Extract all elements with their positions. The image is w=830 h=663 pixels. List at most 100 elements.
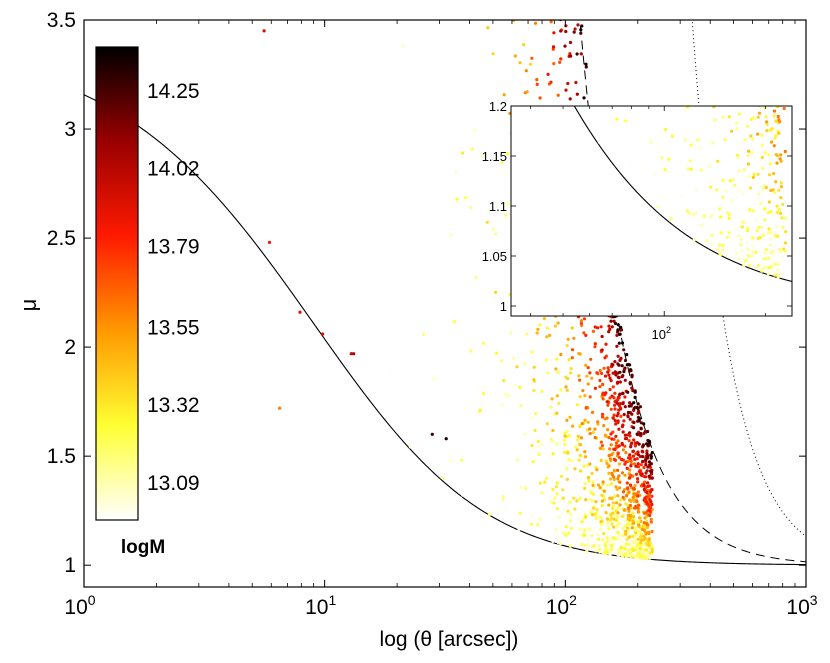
scatter-point xyxy=(489,466,493,471)
scatter-point xyxy=(614,509,618,513)
scatter-point xyxy=(596,533,600,537)
x-tick-label: 101 xyxy=(305,592,336,619)
scatter-point xyxy=(630,386,634,390)
scatter-point xyxy=(598,385,602,389)
scatter-point xyxy=(267,240,272,244)
scatter-point xyxy=(598,528,602,532)
scatter-point xyxy=(640,538,644,542)
scatter-point xyxy=(623,462,627,466)
inset-scatter-point xyxy=(680,92,683,95)
scatter-point xyxy=(607,330,611,334)
scatter-point xyxy=(535,82,539,86)
scatter-point xyxy=(500,359,504,363)
scatter-point xyxy=(632,401,636,405)
scatter-point xyxy=(646,481,650,485)
scatter-point xyxy=(568,512,573,516)
scatter-point xyxy=(615,344,619,348)
scatter-point xyxy=(536,523,540,527)
inset-scatter-point xyxy=(719,215,723,219)
scatter-point xyxy=(591,329,596,333)
scatter-point xyxy=(634,504,638,508)
scatter-point xyxy=(552,62,556,66)
scatter-point xyxy=(620,341,625,345)
scatter-point xyxy=(637,470,642,474)
scatter-point xyxy=(554,527,558,532)
scatter-point xyxy=(641,443,645,448)
scatter-point xyxy=(389,368,393,372)
scatter-point xyxy=(621,490,626,494)
scatter-point xyxy=(565,344,569,348)
scatter-point xyxy=(617,332,622,336)
scatter-point xyxy=(570,1,573,4)
scatter-point xyxy=(607,464,611,468)
scatter-point xyxy=(584,513,588,517)
scatter-point xyxy=(432,377,436,381)
inset-scatter-point xyxy=(699,215,703,219)
scatter-point xyxy=(611,385,615,389)
scatter-point xyxy=(650,494,654,498)
scatter-point xyxy=(645,548,649,552)
scatter-point xyxy=(551,428,555,433)
scatter-point xyxy=(621,495,625,499)
scatter-point xyxy=(558,60,562,64)
scatter-point xyxy=(596,483,601,487)
inset-scatter-point xyxy=(752,97,755,100)
scatter-point xyxy=(650,488,654,492)
inset-scatter-point xyxy=(751,244,755,248)
scatter-point xyxy=(363,347,368,351)
scatter-point xyxy=(552,31,556,35)
scatter-point xyxy=(601,447,605,451)
scatter-point xyxy=(615,487,619,491)
scatter-point xyxy=(565,388,569,392)
scatter-point xyxy=(455,197,459,201)
scatter-point xyxy=(588,427,592,431)
scatter-point xyxy=(650,502,654,506)
scatter-point xyxy=(648,509,652,513)
inset-scatter-point xyxy=(772,114,776,118)
inset-scatter-point xyxy=(710,233,714,237)
scatter-point xyxy=(495,351,499,355)
scatter-point xyxy=(641,524,645,529)
scatter-point xyxy=(631,515,636,519)
inset-scatter-point xyxy=(775,204,779,208)
scatter-point xyxy=(575,499,579,503)
scatter-point xyxy=(578,443,583,447)
scatter-point xyxy=(636,494,640,498)
inset-scatter-point xyxy=(669,217,674,221)
scatter-point xyxy=(595,468,599,472)
scatter-point xyxy=(629,551,633,556)
scatter-point xyxy=(645,522,649,526)
inset-scatter-point xyxy=(721,115,725,119)
scatter-point xyxy=(604,459,608,463)
scatter-point xyxy=(620,375,624,379)
scatter-point xyxy=(636,477,640,481)
inset-y-tick-label: 1.2 xyxy=(489,99,507,114)
scatter-point xyxy=(632,548,636,552)
inset-scatter-point xyxy=(754,218,759,222)
scatter-point xyxy=(584,515,588,519)
scatter-point xyxy=(649,470,654,474)
scatter-point xyxy=(606,428,610,432)
scatter-point xyxy=(629,459,633,463)
scatter-point xyxy=(629,499,633,503)
scatter-point xyxy=(635,457,639,461)
scatter-point xyxy=(460,151,465,155)
scatter-point xyxy=(644,541,648,546)
scatter-point xyxy=(600,334,604,339)
scatter-point xyxy=(537,445,541,449)
scatter-point xyxy=(644,463,648,467)
scatter-point xyxy=(588,432,592,436)
scatter-point xyxy=(627,542,631,547)
inset-scatter-point xyxy=(769,230,773,234)
scatter-point xyxy=(650,547,654,551)
y-axis-label: μ xyxy=(16,299,41,312)
scatter-point xyxy=(530,443,534,448)
scatter-point xyxy=(607,527,611,531)
scatter-point xyxy=(481,341,485,345)
inset-scatter-point xyxy=(749,117,753,121)
inset-scatter-point xyxy=(722,98,725,101)
inset-scatter-point xyxy=(783,254,787,258)
scatter-point xyxy=(633,443,638,447)
scatter-point xyxy=(460,458,464,463)
inset-scatter-point xyxy=(733,183,737,187)
